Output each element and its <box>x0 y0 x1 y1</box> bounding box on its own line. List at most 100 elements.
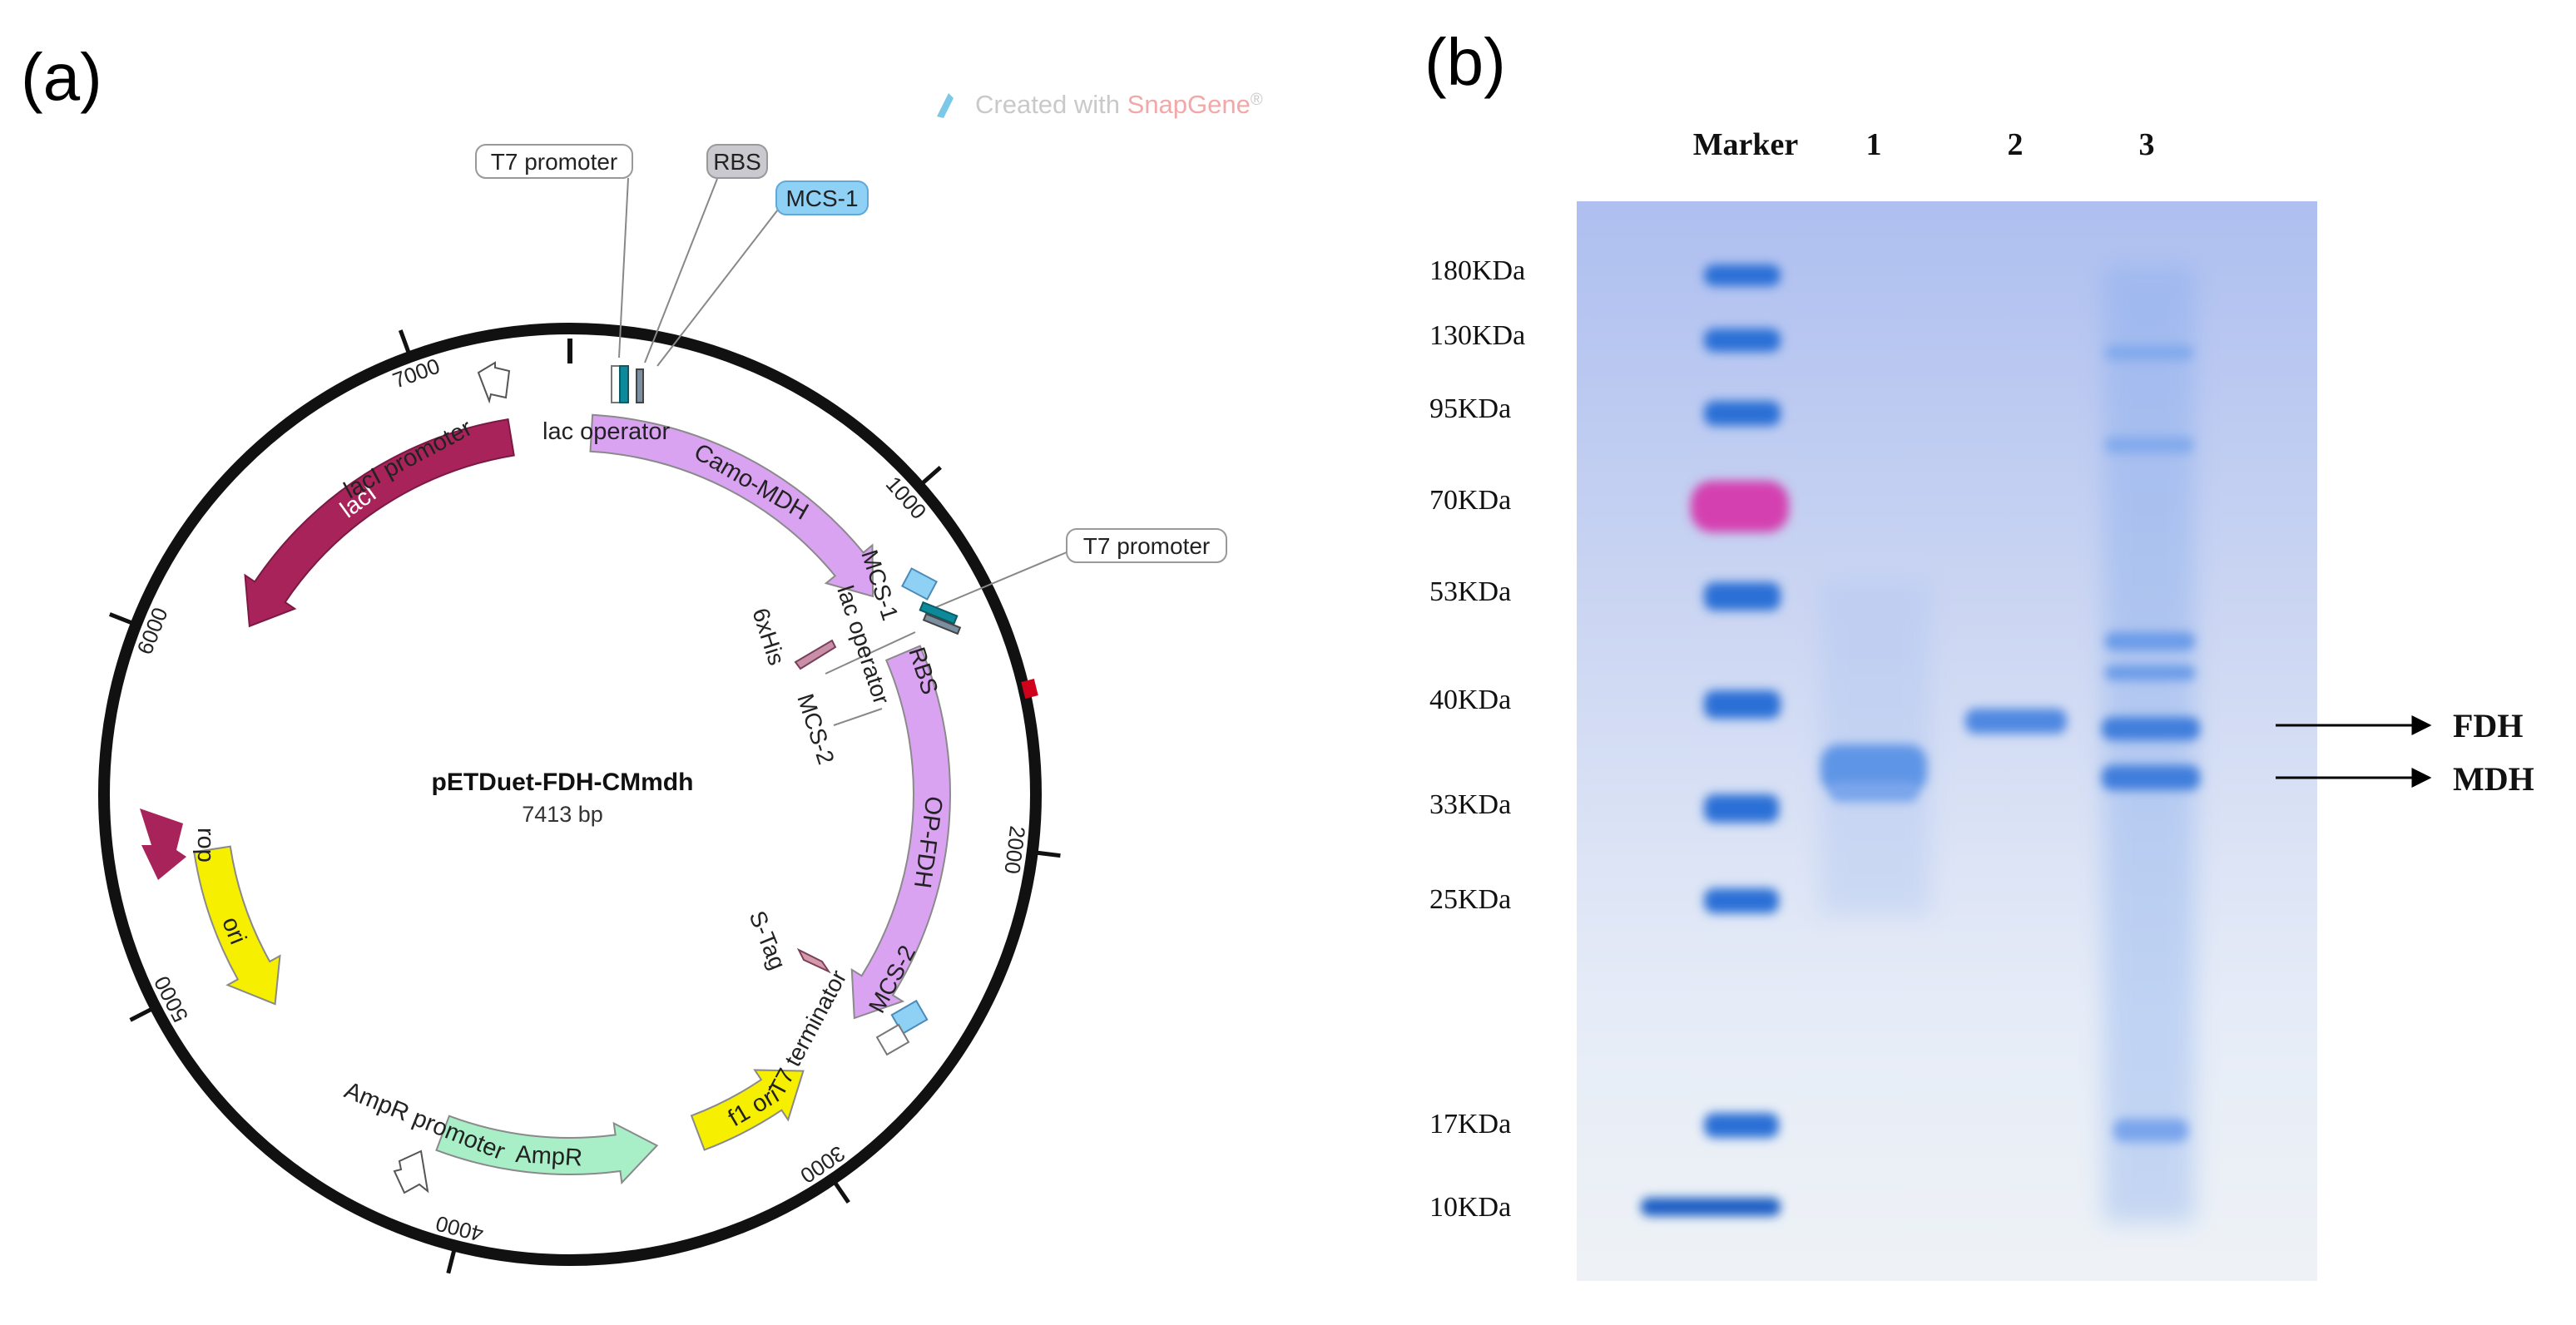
lane-label-2: 2 <box>2008 127 2024 162</box>
callout-t7-2 <box>935 551 1068 608</box>
plasmid-size: 7413 bp <box>522 802 603 827</box>
ladder-label-180: 180KDa <box>1429 255 1525 286</box>
tick-7000 <box>398 329 411 353</box>
lane-3-band-top <box>2105 345 2193 360</box>
feature-f1-ori <box>690 1069 805 1151</box>
lane-3-band-17 <box>2113 1119 2188 1142</box>
s-tag-label: S-Tag <box>744 907 790 973</box>
tick-4000 <box>446 1249 457 1274</box>
watermark-mark: ® <box>1251 91 1263 109</box>
lac-operator-1-label: lac operator <box>542 418 670 445</box>
his-tag-label: 6xHis <box>747 605 790 668</box>
snapgene-watermark: Created with SnapGene® <box>937 90 1263 119</box>
ladder-band-180 <box>1704 265 1781 286</box>
panel-b-sds-page: (b) Marker 1 2 3 <box>1424 25 2534 1281</box>
ladder-band-40 <box>1704 690 1781 719</box>
gel-background <box>1577 201 2317 1281</box>
feature-label-ampr: AmpR <box>515 1141 583 1172</box>
watermark-prefix: Created with <box>975 90 1127 119</box>
panel-a-label: (a) <box>21 40 102 114</box>
rbs-1-callout: RBS <box>706 144 768 179</box>
ladder-label-10: 10KDa <box>1429 1192 1511 1223</box>
lane-2-band-fdh <box>1965 709 2067 734</box>
tick-6000 <box>108 612 132 625</box>
callout-mcs-1 <box>656 209 779 367</box>
tick-5000 <box>129 1007 152 1022</box>
lane-3-band-high <box>2105 437 2193 453</box>
mcs-2-inner-label: MCS-2 <box>792 690 839 767</box>
lane-3-band-fdh <box>2102 717 2200 740</box>
ladder-lane <box>1641 265 1789 1216</box>
laci-promoter-arrow <box>477 361 511 404</box>
rbs-2-box <box>922 612 962 635</box>
lane-3-smear <box>2103 266 2195 1223</box>
ladder-band-25 <box>1704 888 1779 913</box>
t7-promoter-1-callout: T7 promoter <box>475 144 633 179</box>
mcs-1-top-label: MCS-1 <box>785 185 858 211</box>
ladder-label-95: 95KDa <box>1429 393 1511 424</box>
his-tag-marker <box>794 639 837 670</box>
svg-text:Created with SnapGene®: Created with SnapGene® <box>975 90 1263 119</box>
t7-promoter-2-label: T7 promoter <box>1083 533 1211 559</box>
feature-camo-mdh <box>589 413 874 598</box>
callout-his <box>825 631 916 675</box>
callout-t7-1 <box>618 177 629 358</box>
s-tag-marker <box>796 947 831 974</box>
tick-label-2000: 2000 <box>999 824 1030 875</box>
rop-label: rop <box>192 828 219 863</box>
t7-promoter-1-box <box>611 365 621 403</box>
fdh-label: FDH <box>2453 707 2523 744</box>
t7-promoter-1-label: T7 promoter <box>491 149 618 175</box>
tick-1000 <box>921 466 942 485</box>
ladder-label-40: 40KDa <box>1429 685 1511 715</box>
tick-2000 <box>1037 850 1061 858</box>
lane-label-1: 1 <box>1866 127 1882 162</box>
lane-1-band-mdh <box>1821 744 1927 793</box>
rbs-1-box <box>636 368 644 403</box>
feature-ori <box>193 845 281 1006</box>
t7-promoter-2-callout: T7 promoter <box>1066 528 1227 563</box>
panel-b-label: (b) <box>1424 25 1506 99</box>
tick-label-1000: 1000 <box>881 472 932 524</box>
ladder-label-53: 53KDa <box>1429 576 1511 607</box>
mcs-1-callout: MCS-1 <box>775 180 869 215</box>
lac-operator-1-box <box>619 365 629 403</box>
plasmid-backbone <box>98 323 1042 1266</box>
callout-rbs-1 <box>644 178 718 363</box>
lac-operator-2-box <box>919 601 959 625</box>
watermark-brand: SnapGene <box>1127 90 1251 119</box>
ladder-band-95 <box>1704 401 1781 426</box>
ladder-label-70: 70KDa <box>1429 485 1511 516</box>
ladder-band-33 <box>1704 794 1779 823</box>
ladder-band-53 <box>1704 582 1781 611</box>
panel-a-plasmid-map: (a) Created with SnapGene® 1000200030004… <box>21 40 1263 1274</box>
backbone-red-mark <box>1021 679 1038 699</box>
feature-ampr <box>435 1115 659 1185</box>
ladder-label-130: 130KDa <box>1429 320 1525 351</box>
ladder-label-25: 25KDa <box>1429 884 1511 915</box>
lane-3-band-mdh <box>2102 765 2200 790</box>
t7-terminator-label: T7 terminator <box>764 966 852 1100</box>
rbs-1-label: RBS <box>713 149 761 175</box>
feature-laci <box>244 418 515 628</box>
feature-label-camo-mdh: Camo-MDH <box>689 438 812 525</box>
ampr-promoter-arrow <box>393 1149 429 1194</box>
lane-label-marker: Marker <box>1693 127 1799 162</box>
ladder-label-17: 17KDa <box>1429 1109 1511 1140</box>
plasmid-name: pETDuet-FDH-CMmdh <box>432 769 694 796</box>
ladder-label-33: 33KDa <box>1429 789 1511 820</box>
feature-op-fdh <box>850 645 951 1020</box>
mdh-label: MDH <box>2453 760 2534 798</box>
ladder-band-130 <box>1704 329 1781 352</box>
lane-3-band-53 <box>2105 632 2195 650</box>
t7-terminator-box <box>875 1023 910 1056</box>
callout-mcs2-inner <box>833 708 883 726</box>
snapgene-logo-icon <box>937 93 954 118</box>
ladder-band-70 <box>1691 481 1789 532</box>
tick-3000 <box>833 1182 850 1204</box>
mcs-1-inner-box <box>901 567 938 601</box>
rop-arrow <box>140 808 186 880</box>
ladder-band-10 <box>1641 1198 1781 1216</box>
lane-label-3: 3 <box>2139 127 2155 162</box>
